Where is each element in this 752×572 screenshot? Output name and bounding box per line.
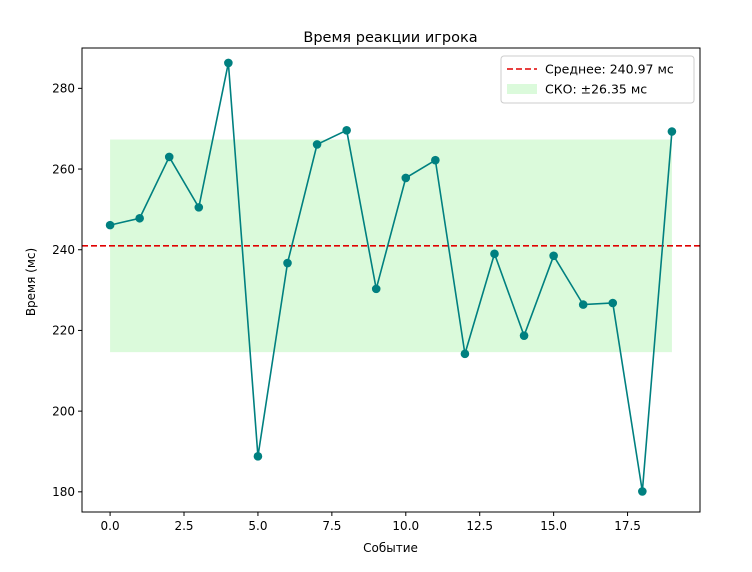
x-axis: 0.0 2.5 5.0 7.5 10.0 12.5 15.0 17.5 bbox=[101, 512, 641, 533]
legend: Среднее: 240.97 мс СКО: ±26.35 мс bbox=[500, 55, 695, 104]
data-point-2 bbox=[164, 152, 174, 162]
y-axis: 180 200 220 240 260 280 bbox=[52, 82, 82, 499]
data-point-4 bbox=[224, 58, 233, 68]
y-axis-label: Время (мс) bbox=[24, 248, 38, 316]
data-point-9 bbox=[371, 284, 381, 294]
x-tick-label: 15.0 bbox=[540, 519, 567, 533]
y-tick-label: 280 bbox=[52, 82, 75, 96]
data-point-19 bbox=[667, 127, 677, 136]
axes-frame bbox=[81, 47, 701, 513]
y-tick-label: 180 bbox=[52, 485, 75, 499]
legend-mean-label: Среднее: 240.97 мс bbox=[545, 62, 674, 77]
y-tick-label: 240 bbox=[52, 243, 75, 257]
legend-std-swatch bbox=[507, 84, 537, 94]
data-point-1 bbox=[135, 213, 144, 223]
x-tick-label: 12.5 bbox=[466, 519, 493, 533]
data-point-16 bbox=[578, 300, 588, 309]
x-tick-label: 10.0 bbox=[392, 519, 419, 533]
x-tick-label: 5.0 bbox=[248, 519, 267, 533]
data-point-13 bbox=[490, 249, 499, 259]
y-tick-label: 200 bbox=[52, 404, 75, 418]
x-tick-label: 0.0 bbox=[101, 519, 120, 533]
legend-std-label: СКО: ±26.35 мс bbox=[545, 82, 647, 97]
data-point-17 bbox=[608, 298, 618, 308]
data-point-10 bbox=[401, 173, 411, 183]
series-line-0 bbox=[109, 62, 673, 492]
x-tick-label: 7.5 bbox=[322, 519, 341, 533]
chart-title: Время реакции игрока bbox=[303, 30, 477, 46]
data-point-3 bbox=[194, 203, 204, 212]
data-point-8 bbox=[342, 126, 351, 135]
data-point-5 bbox=[253, 452, 263, 461]
data-point-18 bbox=[638, 487, 647, 496]
data-point-14 bbox=[519, 331, 529, 340]
data-point-0 bbox=[105, 220, 115, 230]
plot-area bbox=[82, 58, 700, 496]
y-tick-label: 220 bbox=[52, 324, 75, 338]
data-point-11 bbox=[431, 155, 440, 165]
x-axis-label: Событие bbox=[363, 541, 418, 555]
data-point-7 bbox=[312, 140, 322, 149]
data-point-15 bbox=[549, 251, 558, 261]
x-tick-label: 2.5 bbox=[174, 519, 193, 533]
x-tick-label: 17.5 bbox=[614, 519, 641, 533]
data-point-12 bbox=[460, 349, 470, 359]
y-tick-label: 260 bbox=[52, 162, 75, 176]
legend-box bbox=[500, 55, 695, 104]
data-point-6 bbox=[283, 258, 292, 268]
